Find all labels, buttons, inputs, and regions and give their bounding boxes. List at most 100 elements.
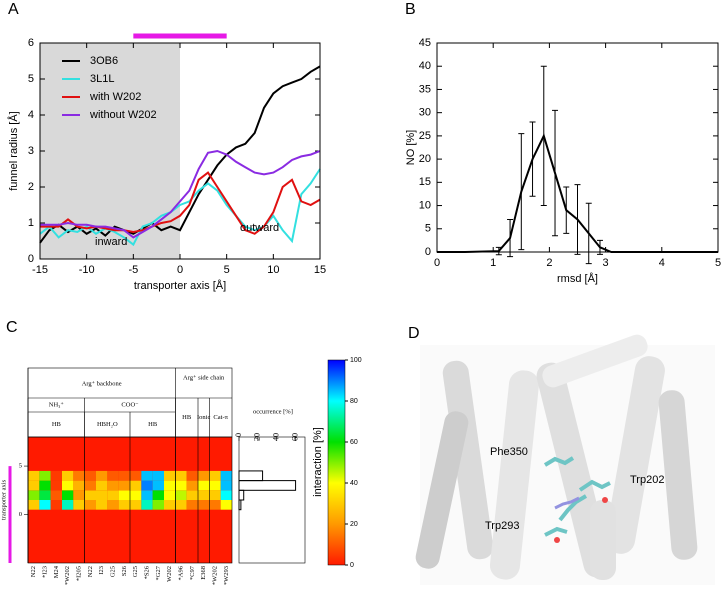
- error-bar-line: [585, 202, 592, 265]
- heatmap-cell: [175, 490, 187, 500]
- protein-illustration: [415, 334, 715, 585]
- colorbar-tick-label: 20: [350, 521, 358, 528]
- error-bar: [585, 202, 592, 265]
- heatmap-cell: [50, 490, 62, 500]
- heatmap-cell: [186, 480, 198, 491]
- column-label: M24: [53, 565, 60, 578]
- occurrence-bar: [238, 480, 297, 491]
- heatmap-cell: [62, 490, 74, 500]
- heatmap-cell: [62, 470, 74, 481]
- x-tick-label: 10: [267, 264, 279, 276]
- error-bar: [540, 65, 547, 207]
- colorbar-label: interaction [%]: [312, 427, 324, 497]
- heatmap-cell: [220, 500, 232, 510]
- heatmap-cell: [96, 470, 108, 481]
- heatmap-cell: [107, 500, 119, 510]
- heatmap-cell: [118, 500, 130, 510]
- heatmap-cell: [107, 480, 119, 491]
- annotation: inward: [95, 236, 127, 248]
- x-tick-label: 5: [715, 257, 721, 269]
- series-line: [39, 65, 321, 244]
- colorbar-tick-label: 60: [350, 439, 358, 446]
- x-tick-label: -10: [79, 264, 95, 276]
- heatmap-cell: [73, 490, 85, 500]
- column-label: E368: [200, 566, 207, 580]
- series-line: [40, 171, 321, 235]
- heatmap-cell: [118, 480, 130, 491]
- heatmap-cell: [141, 500, 153, 510]
- y-tick-label: 0: [28, 253, 34, 265]
- legend-label: 3OB6: [90, 55, 118, 67]
- interaction-label: HBH₂O: [97, 421, 118, 428]
- subgroup-label: NH₃⁺: [49, 401, 65, 408]
- heatmap-cell: [39, 470, 51, 481]
- heatmap-cell: [152, 470, 164, 481]
- error-bar: [518, 133, 525, 251]
- error-bar-line: [529, 121, 536, 197]
- heatmap-cell: [198, 470, 210, 481]
- heatmap-cell: [209, 480, 221, 491]
- heatmap-cell: [198, 480, 210, 491]
- panel-letter: A: [8, 1, 19, 18]
- heatmap-cell: [118, 470, 130, 481]
- y-tick-label: 0: [425, 246, 431, 258]
- column-label: *I205: [75, 566, 82, 581]
- y-tick-label: 25: [419, 130, 431, 142]
- column-label: *W293: [223, 566, 230, 585]
- heatmap-cell: [141, 470, 153, 481]
- subgroup-label: COO⁻: [121, 401, 139, 408]
- heatmap-cell: [84, 470, 96, 481]
- annotation: outward: [240, 222, 279, 234]
- occurrence-tick-label: 60: [290, 433, 299, 441]
- x-tick-label: -15: [32, 264, 48, 276]
- heatmap-cell: [28, 490, 40, 500]
- heatmap-cell: [39, 490, 51, 500]
- group-label: Arg⁺ side chain: [183, 374, 225, 381]
- y-tick-label: 3: [28, 145, 34, 157]
- y-tick-label: 10: [419, 199, 431, 211]
- y-tick-label: 20: [419, 153, 431, 165]
- column-label: N22: [30, 566, 37, 577]
- y-tick-label: 30: [419, 107, 431, 119]
- x-axis-label: transporter axis [Å]: [134, 279, 226, 292]
- heatmap-cell: [50, 470, 62, 481]
- series-line: [39, 168, 321, 247]
- heatmap-cell: [198, 490, 210, 500]
- heatmap-cell: [28, 470, 40, 481]
- column-label: I23: [98, 566, 105, 575]
- colorbar-tick-label: 40: [350, 480, 358, 487]
- interaction-label: Ionic: [197, 414, 210, 421]
- y-tick-label: 15: [419, 176, 431, 188]
- y-tick-label: 0: [19, 511, 22, 518]
- column-label: *W202: [64, 566, 71, 585]
- heatmap-cell: [186, 490, 198, 500]
- column-label: N22: [87, 566, 94, 577]
- heatmap-cell: [141, 490, 153, 500]
- y-tick-label: 45: [419, 37, 431, 49]
- heatmap-cell: [130, 480, 142, 491]
- occurrence-tick-label: 0: [234, 433, 243, 437]
- heatmap-cell: [175, 500, 187, 510]
- colorbar-tick-label: 100: [350, 357, 362, 364]
- x-tick-label: 4: [659, 257, 665, 269]
- y-axis-label: funnel radius [Å]: [7, 111, 20, 191]
- error-bar: [529, 121, 536, 197]
- group-label: Arg⁺ backbone: [82, 380, 122, 387]
- error-bar-line: [495, 246, 502, 256]
- occurrence-bar: [238, 499, 242, 511]
- interaction-label: HB: [182, 414, 192, 421]
- plot-frame: [436, 42, 719, 253]
- occurrence-bar: [238, 489, 245, 501]
- error-bar-line: [574, 184, 581, 255]
- heatmap-cell: [39, 480, 51, 491]
- occurrence-label: occurrence [%]: [253, 408, 293, 415]
- column-label: *I23: [41, 566, 48, 578]
- x-tick-label: 5: [224, 264, 230, 276]
- panel-letter: B: [405, 1, 416, 18]
- error-bar-line: [552, 109, 559, 237]
- column-label: *C97: [189, 565, 196, 580]
- column-label: *G27: [155, 565, 162, 580]
- heatmap-cell: [107, 470, 119, 481]
- y-tick-label: 5: [425, 223, 431, 235]
- heatmap-cell: [62, 480, 74, 491]
